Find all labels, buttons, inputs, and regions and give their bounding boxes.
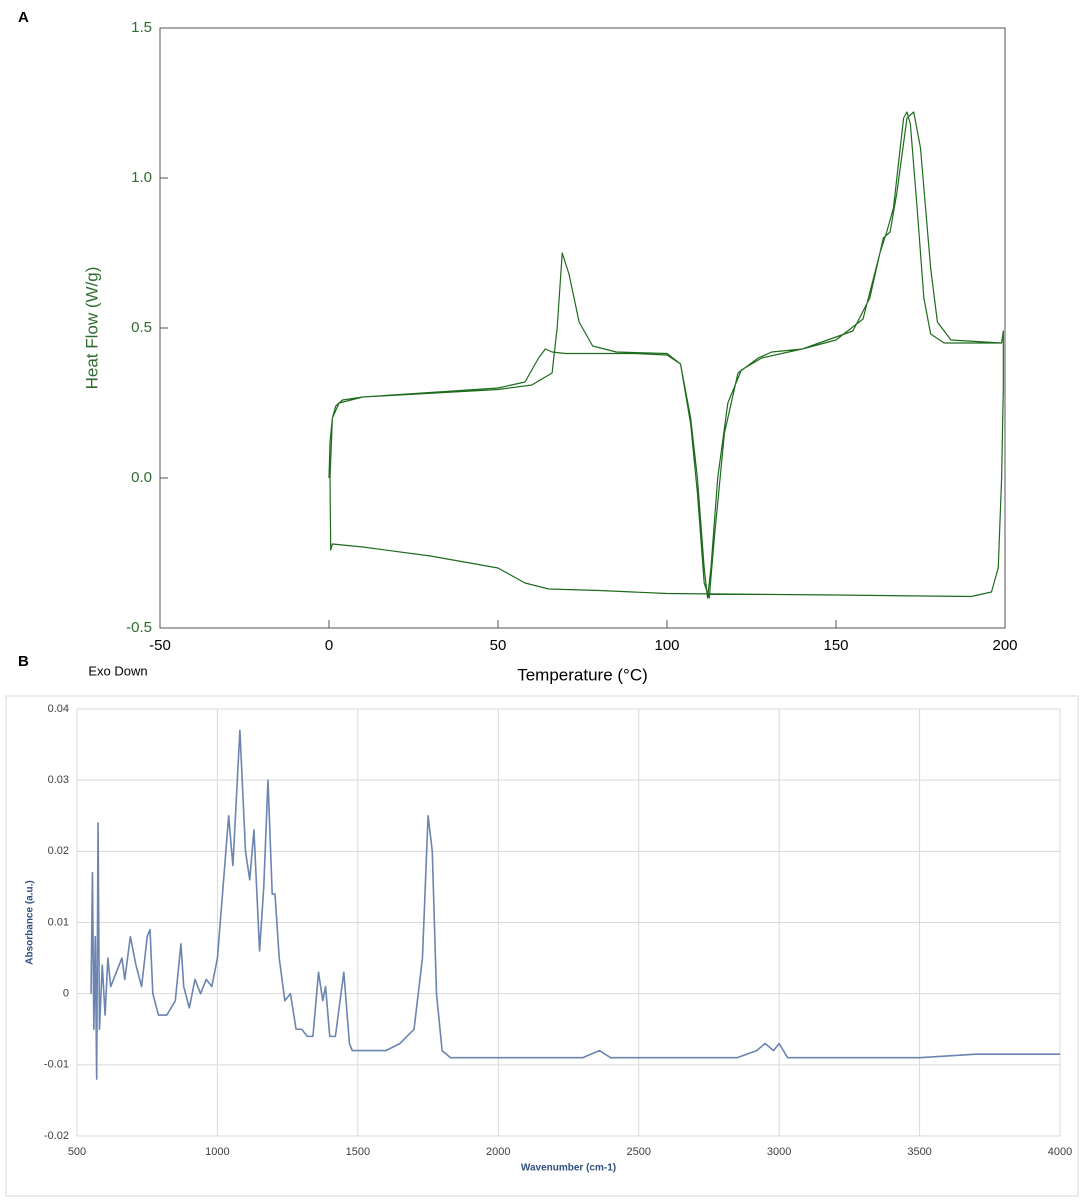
x-tick-label: 3500 [907, 1146, 931, 1158]
x-tick-label: 50 [490, 637, 507, 654]
y-tick-label: 0.0 [131, 469, 152, 486]
data-line [90, 729, 1060, 1080]
panel-label: A [18, 9, 29, 26]
y-tick-label: 0.5 [131, 319, 152, 336]
x-tick-label: 0 [325, 637, 333, 654]
panel-b-border [5, 695, 1079, 1197]
x-tick-label: 500 [68, 1146, 86, 1158]
y-tick-label: 0.03 [48, 774, 69, 786]
x-tick-label: 1000 [205, 1146, 229, 1158]
y-tick-label: 0 [63, 988, 69, 1000]
y-tick-label: 1.5 [131, 19, 152, 36]
x-tick-label: 1500 [346, 1146, 370, 1158]
x-tick-label: 4000 [1048, 1146, 1072, 1158]
y-axis-title: Absorbance (a.u.) [25, 880, 36, 964]
panel-label: B [18, 653, 29, 670]
x-tick-label: 2000 [486, 1146, 510, 1158]
y-tick-label: -0.01 [44, 1059, 69, 1071]
x-axis-title: Temperature (°C) [517, 665, 648, 684]
plot-frame [159, 27, 1006, 629]
y-axis-title: Heat Flow (W/g) [82, 267, 101, 390]
x-tick-label: 200 [992, 637, 1017, 654]
x-tick-label: 2500 [626, 1146, 650, 1158]
y-tick-label: 0.02 [48, 845, 69, 857]
annotation: Exo Down [88, 663, 147, 678]
y-tick-label: -0.5 [126, 619, 152, 636]
y-tick-label: 1.0 [131, 169, 152, 186]
x-axis-title: Wavenumber (cm-1) [521, 1163, 616, 1174]
y-tick-label: 0.01 [48, 916, 69, 928]
data-line [328, 111, 1004, 599]
y-tick-label: -0.02 [44, 1130, 69, 1142]
x-tick-label: 3000 [767, 1146, 791, 1158]
y-tick-label: 0.04 [48, 703, 69, 715]
x-tick-label: -50 [149, 637, 171, 654]
x-tick-label: 100 [654, 637, 679, 654]
x-tick-label: 150 [823, 637, 848, 654]
